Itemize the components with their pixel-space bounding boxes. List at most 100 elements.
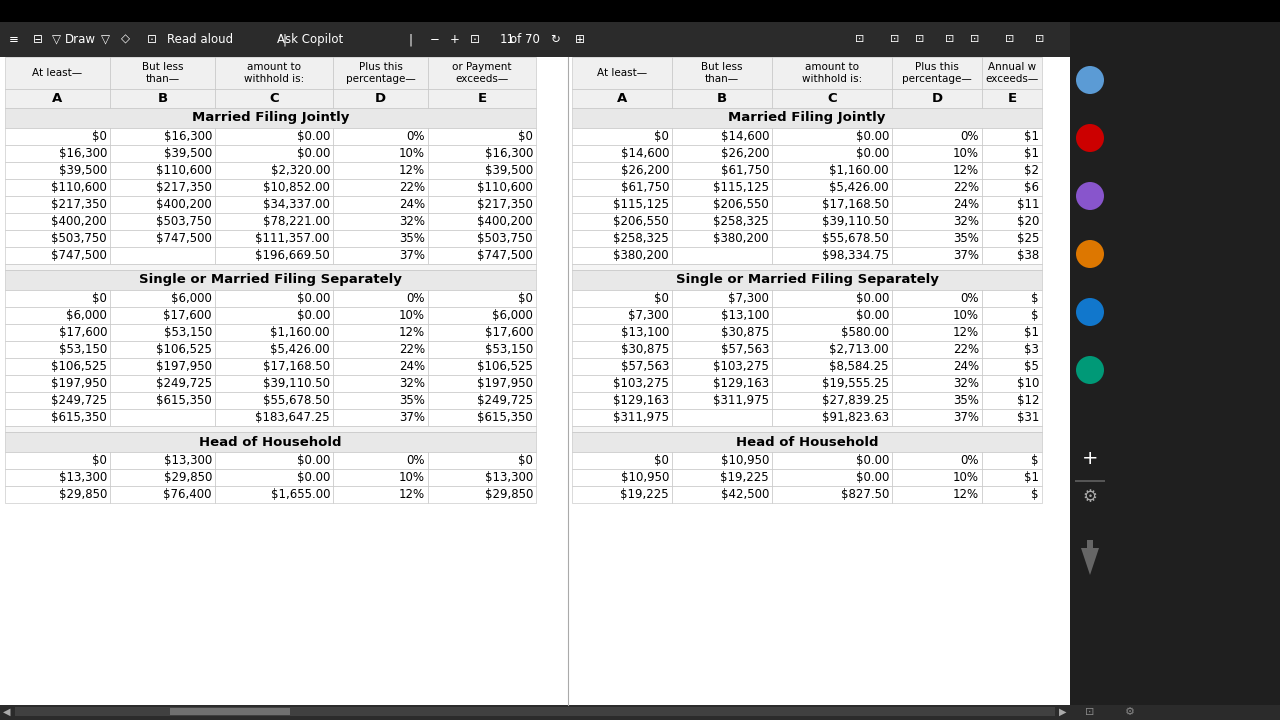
Bar bbox=[15, 707, 1055, 716]
Text: E: E bbox=[477, 92, 486, 105]
Bar bbox=[5, 486, 110, 503]
Text: $249,725: $249,725 bbox=[477, 394, 532, 407]
Text: But less
than—: But less than— bbox=[142, 62, 183, 84]
Text: $258,325: $258,325 bbox=[613, 232, 669, 245]
Text: 22%: 22% bbox=[952, 181, 979, 194]
Text: $29,850: $29,850 bbox=[485, 488, 532, 501]
Text: $0.00: $0.00 bbox=[297, 130, 330, 143]
Text: 0%: 0% bbox=[960, 130, 979, 143]
Bar bbox=[428, 247, 536, 264]
Bar bbox=[215, 247, 333, 264]
Bar bbox=[333, 409, 428, 426]
Text: $110,600: $110,600 bbox=[156, 164, 212, 177]
Bar bbox=[110, 486, 215, 503]
Text: 37%: 37% bbox=[954, 249, 979, 262]
Text: 10%: 10% bbox=[954, 309, 979, 322]
Bar bbox=[772, 196, 892, 213]
Text: $39,110.50: $39,110.50 bbox=[822, 215, 890, 228]
Text: or Payment
exceeds—: or Payment exceeds— bbox=[452, 62, 512, 84]
Text: 32%: 32% bbox=[399, 377, 425, 390]
Bar bbox=[333, 89, 428, 108]
Text: ▽: ▽ bbox=[101, 33, 110, 46]
Bar bbox=[215, 162, 333, 179]
Text: C: C bbox=[269, 92, 279, 105]
Text: 0%: 0% bbox=[960, 292, 979, 305]
Bar bbox=[572, 307, 672, 324]
Text: $615,350: $615,350 bbox=[477, 411, 532, 424]
Text: $0.00: $0.00 bbox=[297, 309, 330, 322]
Bar bbox=[5, 196, 110, 213]
Bar bbox=[672, 145, 772, 162]
Text: ⊡: ⊡ bbox=[946, 35, 955, 45]
Bar bbox=[5, 409, 110, 426]
Text: $197,950: $197,950 bbox=[51, 377, 108, 390]
Text: ⊡: ⊡ bbox=[470, 33, 480, 46]
Bar bbox=[672, 307, 772, 324]
Bar bbox=[333, 213, 428, 230]
Bar bbox=[572, 426, 1042, 432]
Bar bbox=[333, 162, 428, 179]
Text: $20: $20 bbox=[1016, 215, 1039, 228]
Text: At least—: At least— bbox=[596, 68, 648, 78]
Text: amount to
withhold is:: amount to withhold is: bbox=[801, 62, 863, 84]
Bar bbox=[982, 392, 1042, 409]
Text: 22%: 22% bbox=[952, 343, 979, 356]
Bar bbox=[428, 409, 536, 426]
Text: ◀: ◀ bbox=[4, 707, 10, 717]
Text: $29,850: $29,850 bbox=[164, 471, 212, 484]
Text: ⊡: ⊡ bbox=[1005, 35, 1015, 45]
Bar bbox=[333, 486, 428, 503]
Bar bbox=[215, 145, 333, 162]
Text: 0%: 0% bbox=[407, 130, 425, 143]
Text: ↻: ↻ bbox=[550, 33, 559, 46]
Bar bbox=[772, 358, 892, 375]
Bar bbox=[215, 213, 333, 230]
Bar bbox=[0, 57, 1070, 705]
Text: $0: $0 bbox=[518, 292, 532, 305]
Text: $16,300: $16,300 bbox=[485, 147, 532, 160]
Text: ⊡: ⊡ bbox=[891, 35, 900, 45]
Bar bbox=[428, 469, 536, 486]
Text: Annual w
exceeds—: Annual w exceeds— bbox=[986, 62, 1038, 84]
Bar bbox=[110, 128, 215, 145]
Text: $26,200: $26,200 bbox=[621, 164, 669, 177]
Bar bbox=[215, 290, 333, 307]
Bar bbox=[572, 89, 672, 108]
Text: $57,563: $57,563 bbox=[721, 343, 769, 356]
Bar bbox=[672, 409, 772, 426]
Text: $39,110.50: $39,110.50 bbox=[262, 377, 330, 390]
Text: $0: $0 bbox=[654, 130, 669, 143]
Bar bbox=[333, 196, 428, 213]
Text: ⊞: ⊞ bbox=[575, 33, 585, 46]
Bar bbox=[572, 452, 672, 469]
Bar bbox=[1075, 480, 1105, 482]
Bar bbox=[892, 324, 982, 341]
Bar bbox=[672, 213, 772, 230]
Bar bbox=[672, 290, 772, 307]
Bar bbox=[428, 128, 536, 145]
Text: B: B bbox=[157, 92, 168, 105]
Bar bbox=[428, 145, 536, 162]
Text: $0.00: $0.00 bbox=[297, 454, 330, 467]
FancyArrow shape bbox=[1082, 540, 1100, 575]
Text: $98,334.75: $98,334.75 bbox=[822, 249, 890, 262]
Text: $400,200: $400,200 bbox=[156, 198, 212, 211]
Text: $13,100: $13,100 bbox=[621, 326, 669, 339]
Text: 32%: 32% bbox=[954, 215, 979, 228]
Bar bbox=[892, 409, 982, 426]
Text: 0%: 0% bbox=[960, 454, 979, 467]
Text: $16,300: $16,300 bbox=[164, 130, 212, 143]
Bar bbox=[5, 432, 536, 452]
Bar bbox=[572, 290, 672, 307]
Text: $0: $0 bbox=[654, 292, 669, 305]
Text: 12%: 12% bbox=[399, 326, 425, 339]
Text: $0: $0 bbox=[92, 130, 108, 143]
Text: 32%: 32% bbox=[399, 215, 425, 228]
Text: 35%: 35% bbox=[399, 394, 425, 407]
Text: $14,600: $14,600 bbox=[721, 130, 769, 143]
Text: 12%: 12% bbox=[952, 326, 979, 339]
Text: $55,678.50: $55,678.50 bbox=[264, 394, 330, 407]
Text: $6,000: $6,000 bbox=[67, 309, 108, 322]
Bar bbox=[672, 162, 772, 179]
Bar bbox=[110, 230, 215, 247]
